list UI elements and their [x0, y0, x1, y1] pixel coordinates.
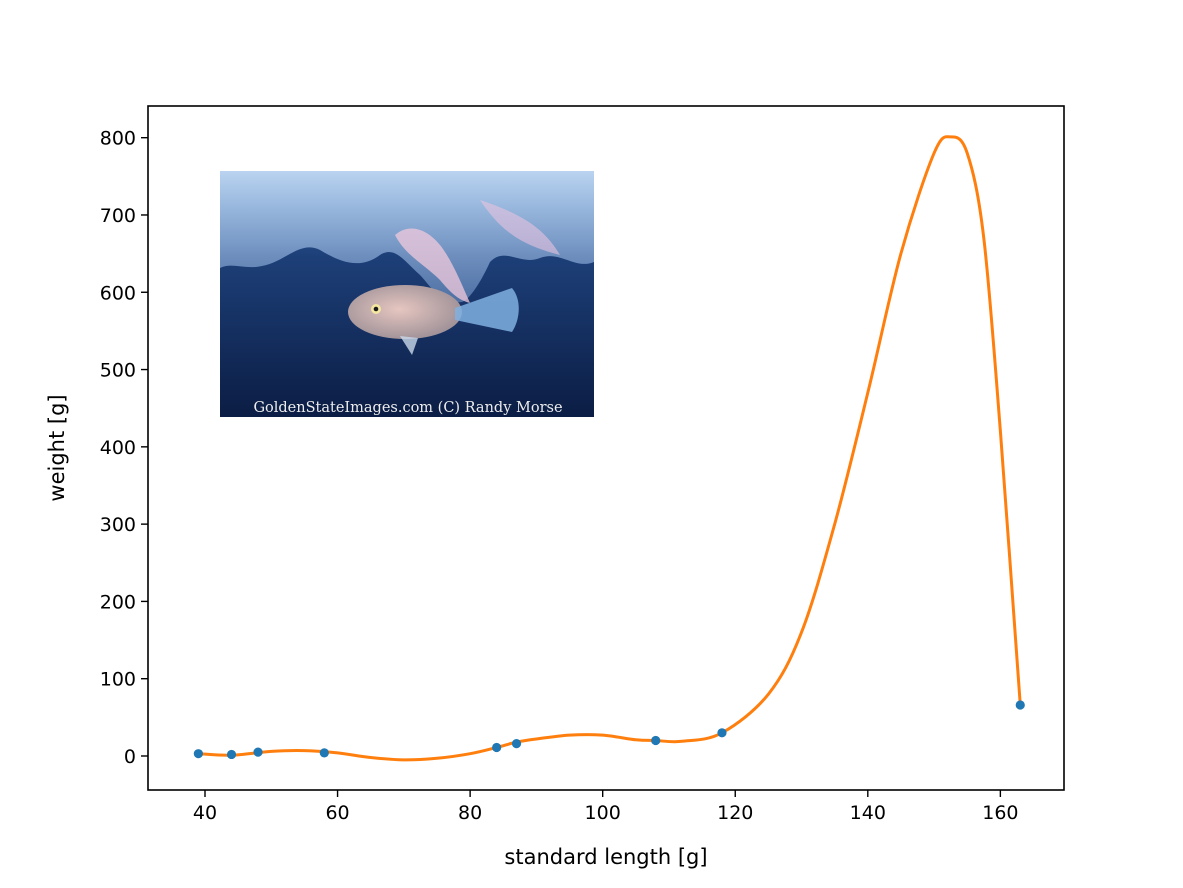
- x-tick-label: 100: [585, 802, 621, 824]
- data-points-layer: [193, 700, 1025, 760]
- fish-body: [348, 285, 462, 339]
- fitted-curve-layer: [198, 135, 1022, 762]
- x-tick-label: 160: [982, 802, 1018, 824]
- x-tick-label: 140: [850, 802, 886, 824]
- x-axis-ticks: 40 60 80 100 120 140 160: [193, 790, 1019, 824]
- y-tick-label: 600: [100, 282, 136, 304]
- x-axis-label: standard length [g]: [504, 845, 707, 869]
- y-tick-label: 0: [124, 746, 136, 768]
- y-tick-label: 800: [100, 128, 136, 150]
- y-tick-label: 300: [100, 514, 136, 536]
- y-tick-label: 100: [100, 669, 136, 691]
- x-tick-label: 60: [325, 802, 349, 824]
- y-axis-ticks: 0 100 200 300 400 500 600 700 800: [100, 128, 148, 768]
- x-tick-label: 120: [717, 802, 753, 824]
- data-point: [511, 739, 522, 749]
- data-point: [319, 748, 329, 758]
- y-tick-label: 500: [100, 360, 136, 382]
- jellyfish-fringe: [480, 200, 560, 255]
- fish-tail: [455, 288, 519, 332]
- photo-credit: GoldenStateImages.com (C) Randy Morse: [253, 400, 562, 416]
- data-point: [193, 749, 203, 759]
- data-point: [492, 742, 502, 753]
- data-point: [1015, 700, 1025, 710]
- fish-fin: [400, 336, 418, 355]
- fish-photo-inset: GoldenStateImages.com (C) Randy Morse: [220, 171, 594, 417]
- x-tick-label: 80: [458, 802, 482, 824]
- data-point: [651, 735, 661, 746]
- jellyfish-tentacles: [395, 228, 470, 303]
- plot-frame: [147, 105, 1065, 791]
- y-tick-label: 200: [100, 591, 136, 613]
- y-tick-label: 400: [100, 437, 136, 459]
- data-point: [717, 728, 727, 738]
- data-point: [226, 749, 237, 760]
- data-point: [253, 747, 263, 757]
- fitted-curve-line: [198, 135, 1022, 762]
- y-tick-label: 700: [100, 205, 136, 227]
- y-axis-label: weight [g]: [45, 394, 69, 501]
- x-tick-label: 40: [193, 802, 217, 824]
